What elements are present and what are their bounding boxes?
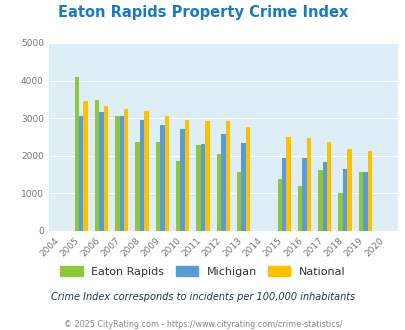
Bar: [346, 148, 351, 231]
Bar: [139, 120, 144, 231]
Bar: [115, 116, 119, 231]
Bar: [156, 142, 160, 231]
Bar: [144, 111, 148, 231]
Bar: [216, 154, 220, 231]
Bar: [196, 145, 200, 231]
Bar: [302, 158, 306, 231]
Bar: [164, 116, 169, 231]
Bar: [362, 172, 367, 231]
Bar: [99, 112, 104, 231]
Bar: [135, 142, 139, 231]
Bar: [322, 162, 326, 231]
Text: Eaton Rapids Property Crime Index: Eaton Rapids Property Crime Index: [58, 5, 347, 20]
Bar: [342, 169, 347, 231]
Bar: [83, 101, 87, 231]
Bar: [237, 172, 241, 231]
Bar: [277, 179, 281, 231]
Bar: [225, 121, 229, 231]
Bar: [286, 137, 290, 231]
Bar: [119, 116, 124, 231]
Bar: [200, 145, 205, 231]
Bar: [104, 106, 108, 231]
Bar: [176, 161, 180, 231]
Bar: [297, 186, 301, 231]
Bar: [245, 127, 249, 231]
Bar: [95, 100, 99, 231]
Bar: [241, 143, 245, 231]
Bar: [358, 172, 362, 231]
Bar: [185, 120, 189, 231]
Bar: [317, 170, 322, 231]
Text: © 2025 CityRating.com - https://www.cityrating.com/crime-statistics/: © 2025 CityRating.com - https://www.city…: [64, 320, 341, 329]
Bar: [75, 77, 79, 231]
Bar: [326, 142, 330, 231]
Bar: [220, 134, 225, 231]
Bar: [180, 129, 185, 231]
Bar: [124, 110, 128, 231]
Bar: [306, 138, 311, 231]
Legend: Eaton Rapids, Michigan, National: Eaton Rapids, Michigan, National: [56, 261, 349, 281]
Bar: [281, 158, 286, 231]
Bar: [160, 124, 164, 231]
Text: Crime Index corresponds to incidents per 100,000 inhabitants: Crime Index corresponds to incidents per…: [51, 292, 354, 302]
Bar: [205, 121, 209, 231]
Bar: [337, 193, 342, 231]
Bar: [367, 151, 371, 231]
Bar: [79, 115, 83, 231]
